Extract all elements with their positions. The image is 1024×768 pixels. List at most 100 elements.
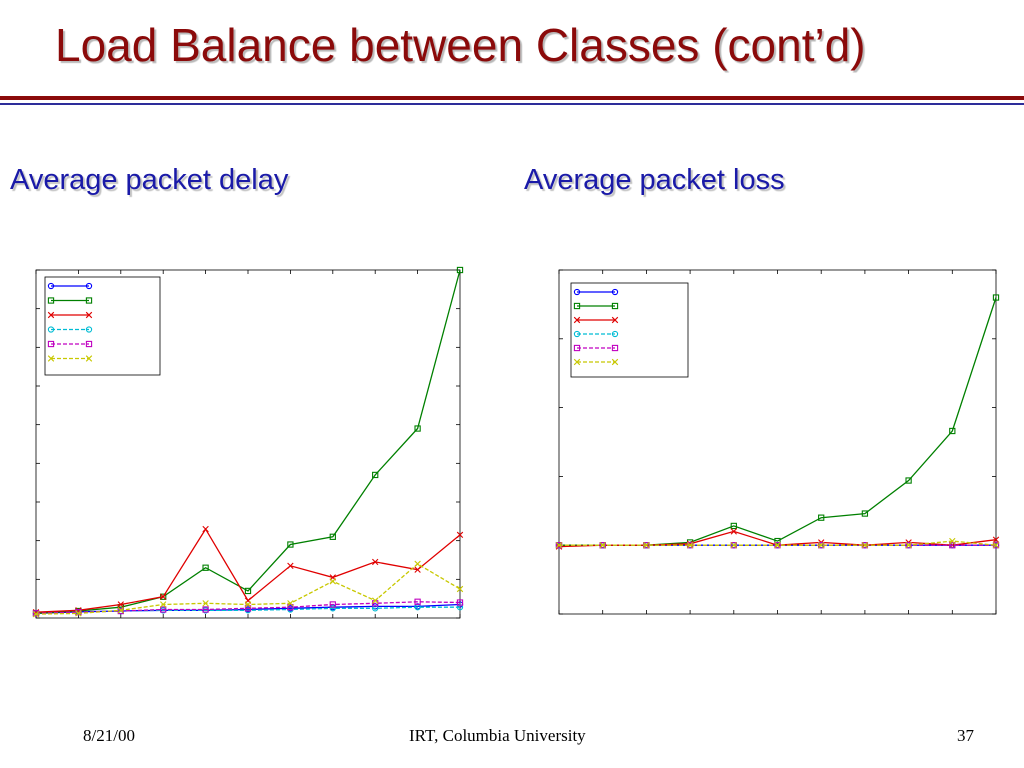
legend-marker [573,330,581,338]
legend-marker [573,344,581,352]
legend-marker [47,340,55,348]
footer-page-number: 37 [957,726,974,745]
legend-marker [47,297,55,304]
data-point [730,528,737,535]
data-point [32,610,40,617]
data-point [414,598,421,605]
data-point [202,525,209,533]
data-point [160,593,167,600]
data-point [456,604,464,611]
data-point [244,587,252,595]
legend-marker [47,355,55,362]
title-rule-thick [0,96,1024,100]
data-point [414,425,421,432]
data-point [117,607,124,615]
legend-marker [85,326,93,333]
series-be-cpa [555,537,1000,549]
data-point [75,609,82,616]
data-point [905,542,912,549]
legend-marker [611,330,619,338]
data-point [160,601,167,608]
data-point [818,542,825,549]
data-point [555,542,563,549]
legend-marker [85,311,93,319]
data-point [414,560,421,568]
data-point [329,578,336,585]
data-point [686,542,694,549]
data-point [32,610,40,618]
legend-marker [85,340,93,348]
data-point [992,536,1000,543]
data-point [949,537,956,545]
data-point [372,471,379,479]
data-point [774,537,781,545]
data-point [329,533,336,540]
legend-marker [47,311,55,319]
data-point [730,542,737,549]
series-line [35,601,461,615]
data-point [329,601,336,608]
data-point [992,542,1000,549]
series-line [35,606,460,615]
data-point [414,566,421,573]
data-point [949,427,956,435]
legend-marker [611,316,619,324]
series-be-fp [32,525,464,616]
data-point [905,477,912,484]
packet-loss-chart [555,269,1000,615]
right-chart-heading: Average packet loss [524,164,785,196]
legend-marker [85,355,93,362]
legend-marker [85,297,93,304]
data-point [202,564,209,571]
data-point [287,562,294,569]
series-be-cpa [32,560,464,618]
legend-marker [573,358,581,366]
data-point [905,542,912,549]
data-point [643,542,650,549]
data-point [287,600,294,607]
data-point [992,294,1000,301]
left-chart-heading: Average packet delay [10,164,289,196]
data-point [244,605,252,612]
data-point [287,541,294,548]
data-point [329,605,336,612]
data-point [160,606,167,613]
data-point [372,558,379,566]
series-line [35,603,461,615]
data-point [287,604,294,611]
data-point [456,266,464,274]
legend-box [570,282,689,378]
series-line [35,269,461,615]
data-point [774,542,781,549]
data-point [456,585,464,593]
footer-affiliation: IRT, Columbia University [409,726,586,745]
data-point [599,542,606,549]
legend-marker [47,282,55,290]
legend-marker [573,288,581,296]
data-point [861,510,869,517]
data-point [372,597,379,604]
data-point [456,531,464,539]
data-point [202,606,209,613]
legend-marker [611,344,619,352]
data-point [861,542,869,549]
packet-delay-chart [32,266,464,619]
legend-box [44,276,161,376]
data-point [949,542,956,549]
legend-marker [47,326,55,333]
data-point [599,542,606,549]
legend-marker [611,302,619,310]
data-point [75,610,82,617]
legend-marker [573,316,581,324]
data-point [202,600,209,607]
data-point [456,599,464,606]
legend-marker [611,288,619,296]
slide-title: Load Balance between Classes (cont’d) [55,19,866,71]
title-rule-thin [0,103,1024,105]
data-point [730,522,737,530]
data-point [117,607,124,614]
data-point [818,514,825,521]
legend-marker [85,282,93,290]
data-point [244,601,252,608]
legend-marker [611,358,619,366]
